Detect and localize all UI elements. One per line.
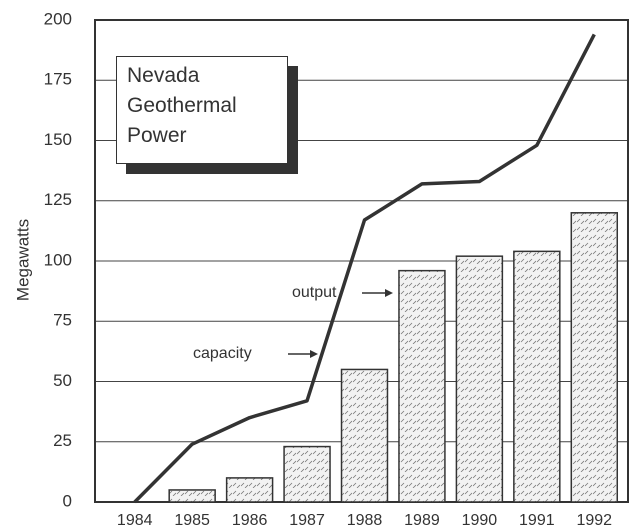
bar (455, 255, 504, 503)
line (133, 33, 596, 504)
bar (513, 250, 561, 503)
y-tick-label: 125 (44, 190, 72, 209)
x-tick-label: 1989 (404, 512, 440, 529)
x-tick-label: 1990 (462, 512, 498, 529)
x-tick-label: 1984 (117, 512, 153, 529)
bar (168, 489, 216, 503)
bar (225, 477, 274, 503)
bar (283, 445, 331, 503)
annotation: capacity (193, 345, 252, 362)
chart-title: Nevada Geothermal Power (116, 56, 288, 164)
y-axis-label: Megawatts (13, 219, 32, 301)
annotation: output (292, 284, 337, 301)
y-tick-label: 150 (44, 130, 72, 149)
y-tick-label: 50 (53, 371, 72, 390)
y-tick-label: 75 (53, 311, 72, 330)
x-tick-label: 1986 (232, 512, 268, 529)
y-tick-label: 100 (44, 250, 72, 269)
arrow-head (385, 289, 393, 297)
y-tick-label: 0 (63, 491, 72, 510)
bar (570, 212, 619, 503)
x-tick-label: 1992 (576, 512, 612, 529)
bar (340, 368, 389, 503)
y-tick-label: 175 (44, 70, 72, 89)
bar (398, 269, 446, 503)
y-tick-label: 200 (44, 9, 72, 28)
arrow-head (310, 350, 318, 358)
x-tick-label: 1988 (347, 512, 383, 529)
x-tick-label: 1987 (289, 512, 325, 529)
x-tick-label: 1985 (174, 512, 210, 529)
y-tick-label: 25 (53, 431, 72, 450)
x-tick-label: 1991 (519, 512, 555, 529)
